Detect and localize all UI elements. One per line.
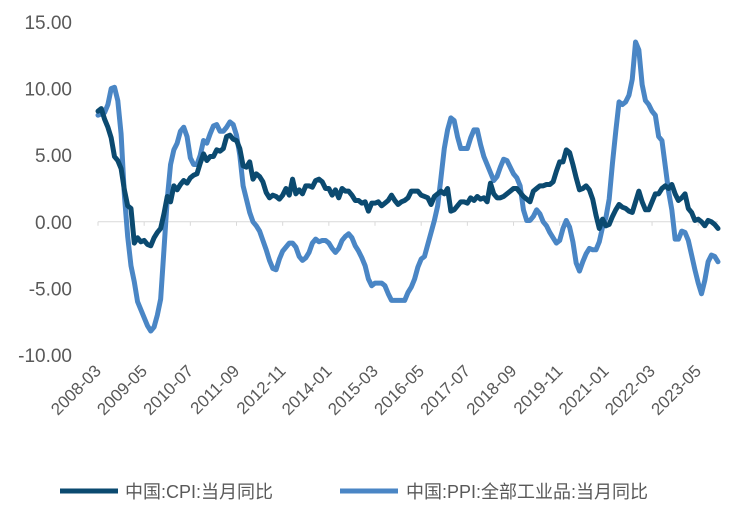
- y-tick-label: -10.00: [18, 346, 72, 367]
- x-tick-label: 2018-09: [463, 361, 521, 419]
- x-tick-label: 2017-07: [417, 361, 475, 419]
- x-tick-label: 2021-01: [555, 361, 613, 419]
- y-tick-label: -5.00: [29, 279, 72, 300]
- y-tick-label: 15.00: [24, 13, 72, 34]
- y-tick-label: 0.00: [35, 213, 72, 234]
- x-tick-label: 2014-01: [278, 361, 336, 419]
- x-tick-label: 2010-07: [140, 361, 198, 419]
- series-lines: [95, 39, 721, 334]
- x-tick-label: 2023-05: [647, 361, 705, 419]
- x-tick-label: 2008-03: [47, 361, 105, 419]
- x-tick-label: 2011-09: [187, 361, 244, 418]
- legend-label: 中国:CPI:当月同比: [125, 482, 273, 502]
- legend-label: 中国:PPI:全部工业品:当月同比: [406, 482, 648, 502]
- series-line-ppi: [95, 39, 721, 334]
- series-line-cpi: [95, 106, 721, 249]
- x-tick-label: 2016-05: [370, 361, 428, 419]
- y-axis-ticks: 15.00 10.00 5.00 0.00 -5.00 -10.00: [18, 13, 72, 367]
- y-tick-label: 10.00: [24, 80, 72, 101]
- x-tick-label: 2009-05: [93, 361, 151, 419]
- x-tick-label: 2015-03: [324, 361, 382, 419]
- y-tick-label: 5.00: [35, 146, 72, 167]
- x-tick-label: 2022-03: [601, 361, 659, 419]
- legend: 中国:CPI:当月同比 中国:PPI:全部工业品:当月同比: [60, 482, 648, 502]
